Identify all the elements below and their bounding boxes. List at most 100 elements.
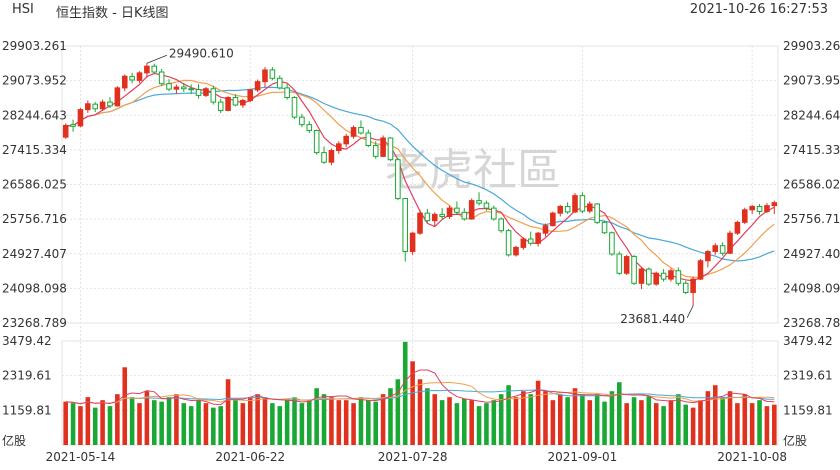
candle-up bbox=[446, 207, 453, 217]
volume-bar bbox=[277, 406, 283, 445]
volume-bar bbox=[735, 403, 740, 445]
volume-bar bbox=[196, 400, 201, 445]
price-tick-right: 28244.643 bbox=[783, 108, 840, 122]
volume-ma5-line bbox=[65, 369, 775, 406]
price-tick-left: 29073.952 bbox=[2, 74, 67, 88]
candle-down bbox=[195, 89, 202, 96]
volume-tick-left: 2319.61 bbox=[2, 369, 52, 383]
candle-down bbox=[232, 96, 239, 106]
volume-bar bbox=[572, 388, 578, 445]
candle-down bbox=[306, 124, 313, 131]
candle-up bbox=[136, 72, 143, 81]
candle-down bbox=[395, 159, 401, 200]
volume-bar bbox=[617, 382, 622, 445]
volume-bar bbox=[476, 406, 482, 445]
watermark: 老虎社區 bbox=[385, 145, 561, 196]
candle-down bbox=[107, 101, 113, 107]
candle-up bbox=[734, 221, 741, 234]
candle-up bbox=[247, 89, 254, 101]
volume-bar bbox=[425, 388, 430, 445]
candle-up bbox=[727, 232, 733, 254]
candle-up bbox=[77, 109, 84, 127]
volume-bar bbox=[225, 379, 231, 445]
candle-down bbox=[483, 202, 490, 209]
volume-moving-averages bbox=[65, 369, 775, 406]
min-label: 23681.440 bbox=[620, 312, 685, 326]
symbol-label: HSI bbox=[12, 2, 34, 17]
candle-down bbox=[631, 256, 637, 284]
volume-bar bbox=[668, 400, 674, 445]
volume-bar bbox=[727, 391, 733, 445]
candle-down bbox=[498, 218, 504, 232]
price-tick-left: 24098.098 bbox=[2, 281, 67, 295]
volume-bar bbox=[366, 400, 371, 445]
volume-tick-right: 2319.61 bbox=[783, 369, 833, 383]
volume-bar bbox=[240, 403, 246, 445]
volume-ma20-line bbox=[65, 389, 775, 405]
ma20-line bbox=[65, 86, 775, 262]
candle-down bbox=[439, 213, 445, 217]
candle-up bbox=[557, 205, 564, 214]
price-tick-left: 23268.789 bbox=[2, 316, 67, 330]
volume-bar bbox=[255, 394, 260, 445]
volume-tick-left: 3479.42 bbox=[2, 334, 52, 348]
chart-name: 恒生指数 - 日K线图 bbox=[56, 6, 169, 21]
candle-down bbox=[129, 76, 135, 81]
candle-down bbox=[660, 272, 667, 280]
candle-up bbox=[144, 65, 150, 74]
candle-down bbox=[505, 230, 512, 256]
volume-bar bbox=[432, 394, 438, 445]
candle-down bbox=[166, 83, 172, 90]
volume-bar bbox=[646, 395, 652, 445]
volume-bar bbox=[439, 400, 445, 445]
volume-bar bbox=[395, 379, 401, 445]
volume-bar bbox=[624, 403, 629, 445]
candle-up bbox=[513, 246, 519, 256]
volume-bar bbox=[705, 391, 711, 445]
candle-up bbox=[638, 268, 645, 284]
candle-down bbox=[321, 152, 327, 163]
candle-up bbox=[121, 75, 128, 89]
volume-bar bbox=[373, 401, 378, 445]
volume-bar bbox=[757, 400, 762, 445]
volume-bar bbox=[343, 400, 349, 445]
candle-up bbox=[771, 202, 778, 207]
date-tick: 2021-05-14 bbox=[46, 450, 116, 464]
volume-bar bbox=[115, 394, 120, 445]
max-label: 29490.610 bbox=[169, 46, 234, 60]
candle-up bbox=[623, 256, 630, 274]
volume-bar bbox=[270, 403, 275, 445]
candle-down bbox=[594, 203, 600, 223]
volume-bar bbox=[166, 397, 172, 445]
volume-bar bbox=[284, 400, 290, 445]
price-tick-right: 27415.334 bbox=[783, 143, 840, 157]
candle-down bbox=[210, 88, 217, 103]
volume-bar bbox=[676, 394, 681, 445]
min-leader bbox=[686, 305, 694, 319]
candle-down bbox=[365, 132, 372, 147]
candle-down bbox=[461, 211, 468, 220]
date-tick: 2021-06-22 bbox=[215, 450, 285, 464]
volume-bar bbox=[550, 400, 556, 445]
volume-bar bbox=[720, 397, 725, 445]
volume-bar bbox=[218, 406, 223, 445]
volume-bar bbox=[410, 361, 415, 445]
candle-down bbox=[158, 71, 165, 85]
candle-down bbox=[682, 282, 689, 293]
volume-bar bbox=[498, 394, 504, 445]
volume-bar bbox=[137, 403, 142, 445]
candle-up bbox=[240, 99, 246, 106]
candle-down bbox=[269, 69, 276, 79]
volume-bar bbox=[690, 407, 696, 445]
volume-bar bbox=[159, 401, 164, 445]
volume-bar bbox=[306, 400, 312, 445]
candle-down bbox=[402, 198, 409, 253]
volume-bar bbox=[151, 400, 157, 445]
volume-bar bbox=[144, 391, 150, 445]
volume-bar bbox=[683, 404, 689, 445]
candle-up bbox=[350, 127, 357, 137]
candle-down bbox=[313, 129, 320, 154]
volume-bar bbox=[63, 401, 68, 445]
candle-down bbox=[217, 101, 224, 111]
